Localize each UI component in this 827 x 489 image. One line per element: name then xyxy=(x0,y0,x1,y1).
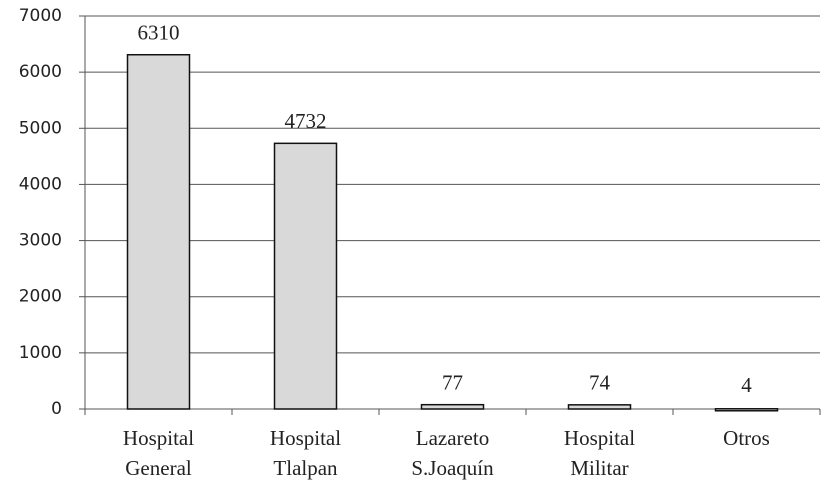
bar xyxy=(420,403,485,410)
y-tick-label: 6000 xyxy=(19,62,62,82)
value-label: 6310 xyxy=(138,21,180,45)
y-tick-label: 4000 xyxy=(19,174,62,194)
x-tick-label: Lazareto xyxy=(416,426,489,450)
bar xyxy=(714,408,779,412)
x-tick-label: Tlalpan xyxy=(273,456,338,480)
value-label: 74 xyxy=(589,371,611,395)
y-tick-label: 1000 xyxy=(19,343,62,363)
y-tick-label: 2000 xyxy=(19,287,62,307)
x-tick-label: General xyxy=(125,456,192,480)
y-tick-label: 7000 xyxy=(19,6,62,26)
x-tick-label: Militar xyxy=(570,456,628,480)
y-tick-label: 5000 xyxy=(19,118,62,138)
bar xyxy=(126,53,191,410)
y-tick-label: 3000 xyxy=(19,231,62,251)
x-tick-label: Hospital xyxy=(123,426,194,450)
y-tick-label: 0 xyxy=(51,399,62,419)
x-tick-label: Hospital xyxy=(270,426,341,450)
bar xyxy=(567,404,632,410)
value-label: 77 xyxy=(442,370,463,394)
x-tick-label: Hospital xyxy=(564,426,635,450)
value-label: 4 xyxy=(741,373,752,397)
bar xyxy=(273,142,338,410)
x-tick-label: Otros xyxy=(723,426,770,450)
value-label: 4732 xyxy=(285,109,327,133)
x-tick-label: S.Joaquín xyxy=(411,456,494,480)
